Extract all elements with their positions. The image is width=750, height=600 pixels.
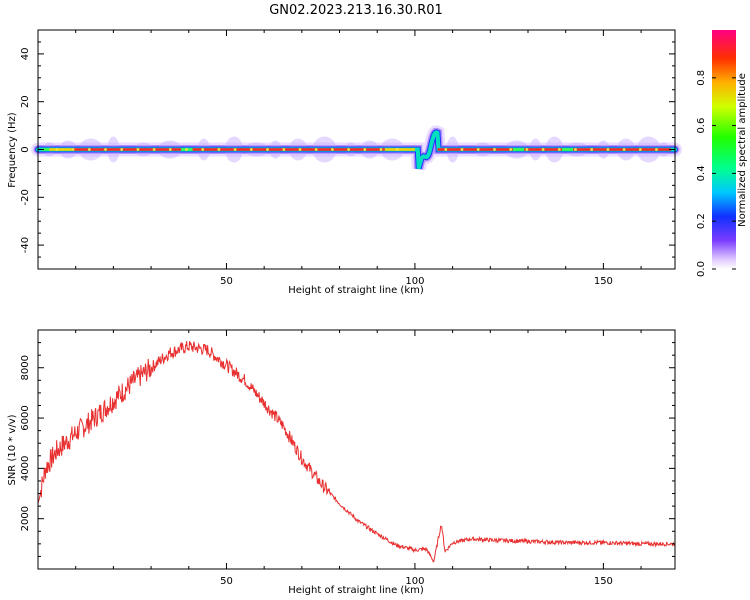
colorbar-tick-label: 0.4 bbox=[696, 165, 707, 181]
heatmap-frame bbox=[37, 29, 676, 270]
heatmap-y-tick-label: -40 bbox=[20, 237, 31, 253]
ridge-dot bbox=[152, 148, 156, 151]
snr-plot-area bbox=[38, 330, 675, 569]
ridge-dot bbox=[331, 148, 334, 151]
colorbar-label: Normalized spectral amplitude bbox=[737, 73, 748, 227]
snr-y-axis-label: SNR (10 * v/v) bbox=[7, 414, 18, 485]
snr-y-tick-label: 8000 bbox=[20, 355, 31, 380]
ridge-dot bbox=[655, 148, 658, 151]
ridge-dot bbox=[282, 148, 286, 151]
ridge-dot bbox=[395, 148, 399, 151]
ridge-dot bbox=[444, 148, 448, 151]
ridge-dot bbox=[363, 148, 367, 151]
snr-frame bbox=[37, 329, 676, 570]
heatmap-y-tick-label: 0 bbox=[20, 146, 31, 152]
snr-panel: 50 100 150 2000 4000 6000 8000 Height of strai… bbox=[7, 329, 676, 596]
ridge-dot bbox=[87, 148, 91, 151]
ridge-dot bbox=[185, 148, 188, 151]
ridge-dot bbox=[541, 148, 545, 151]
ridge-dot bbox=[120, 148, 124, 151]
ridge-dot bbox=[606, 148, 610, 151]
heatmap-y-tick-label: 20 bbox=[20, 95, 31, 108]
ridge-dot bbox=[638, 148, 642, 151]
heatmap-x-tick-label: 150 bbox=[594, 276, 613, 287]
snr-x-tick-label: 100 bbox=[405, 576, 424, 587]
ridge-dot bbox=[298, 148, 302, 151]
colorbar-tick-label: 0.8 bbox=[696, 70, 707, 86]
ridge-dot bbox=[314, 148, 318, 151]
ridge-dot bbox=[574, 148, 577, 151]
heatmap-y-tick-label: 40 bbox=[20, 48, 31, 61]
ridge-dot bbox=[55, 148, 59, 151]
heatmap-x-axis-label: Height of straight line (km) bbox=[288, 285, 424, 296]
ridge-dot bbox=[493, 148, 496, 151]
snr-series-line bbox=[37, 341, 675, 563]
figure-title: GN02.2023.213.16.30.R01 bbox=[269, 3, 443, 18]
heatmap-y-tick-label: -20 bbox=[20, 189, 31, 205]
ridge-dot bbox=[476, 148, 480, 151]
ridge-dot bbox=[249, 148, 253, 151]
ridge-dot bbox=[590, 148, 594, 151]
ridge-dot bbox=[168, 148, 172, 151]
snr-y-tick-label: 4000 bbox=[20, 456, 31, 481]
ridge-dot bbox=[201, 148, 205, 151]
colorbar: 0.0 0.2 0.4 0.6 0.8 Normalized spectral ampl… bbox=[696, 30, 748, 277]
snr-x-axis-label: Height of straight line (km) bbox=[288, 585, 424, 596]
heatmap-x-tick-label: 50 bbox=[220, 276, 233, 287]
ridge-dot bbox=[557, 148, 561, 151]
heatmap-y-axis-label: Frequency (Hz) bbox=[7, 112, 18, 188]
colorbar-tick-label: 0.0 bbox=[696, 261, 707, 277]
colorbar-scale bbox=[712, 30, 736, 269]
ridge-dot bbox=[233, 148, 237, 151]
ridge-dot bbox=[460, 148, 464, 151]
heatmap-ridge bbox=[35, 129, 678, 170]
ridge-dot bbox=[217, 148, 221, 151]
ridge-dot bbox=[104, 148, 107, 151]
heatmap-x-tick-label: 100 bbox=[405, 276, 424, 287]
ridge-dot bbox=[379, 148, 383, 151]
colorbar-ticks: 0.0 0.2 0.4 0.6 0.8 bbox=[696, 70, 736, 277]
heatmap-panel: 50 100 150 -40 -20 0 20 40 Height of straight l… bbox=[7, 29, 682, 296]
ridge-dot bbox=[71, 148, 75, 151]
snr-y-tick-label: 2000 bbox=[20, 506, 31, 531]
snr-x-tick-label: 50 bbox=[220, 576, 233, 587]
ridge-dot bbox=[266, 148, 269, 151]
ridge-dot bbox=[136, 148, 140, 151]
ridge-dot bbox=[622, 148, 626, 151]
snr-x-tick-label: 150 bbox=[594, 576, 613, 587]
colorbar-tick-label: 0.6 bbox=[696, 118, 707, 134]
ridge-dot bbox=[525, 148, 529, 151]
ridge-dot bbox=[347, 148, 350, 151]
snr-y-tick-label: 6000 bbox=[20, 405, 31, 430]
colorbar-tick-label: 0.2 bbox=[696, 213, 707, 229]
ridge-dot bbox=[509, 148, 513, 151]
